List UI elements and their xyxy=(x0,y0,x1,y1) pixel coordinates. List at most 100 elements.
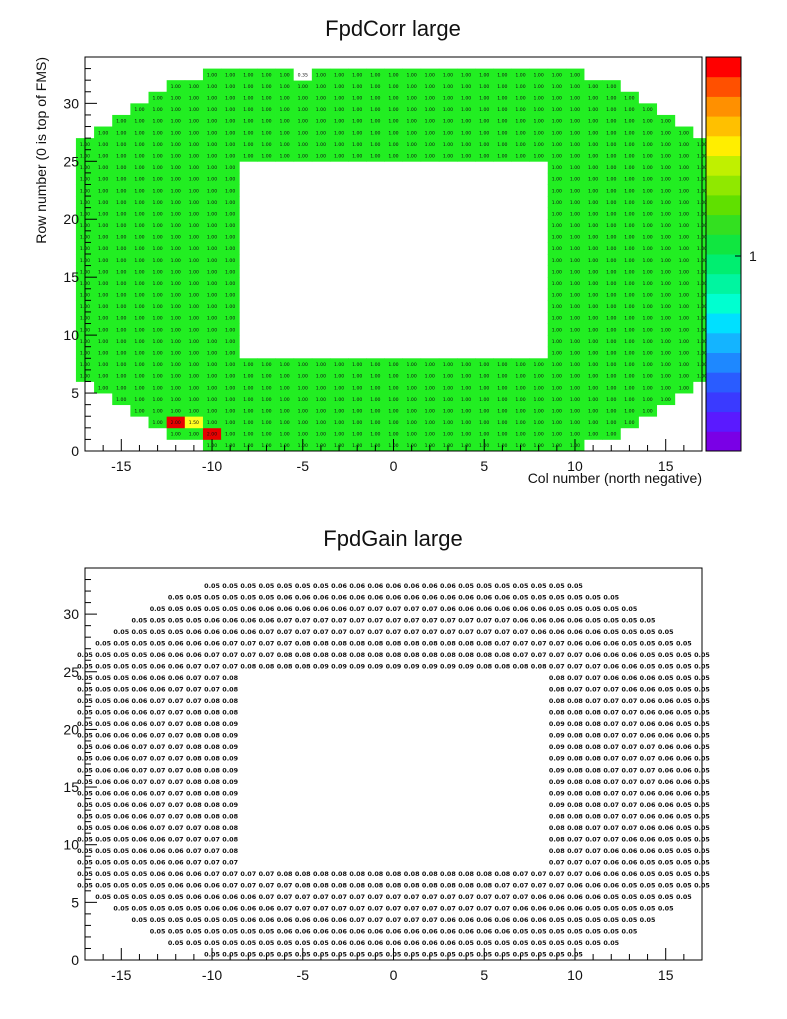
cell-value-label: 1.00 xyxy=(152,235,162,241)
cell-value-label: 0.08 xyxy=(367,639,383,647)
cell-value-label: 1.00 xyxy=(661,223,671,229)
cell-value-label: 0.06 xyxy=(277,916,293,924)
heatmap-cell xyxy=(384,427,403,440)
cell-value-label: 0.06 xyxy=(458,605,474,613)
cell-value-label: 0.06 xyxy=(132,812,148,820)
heatmap-cell xyxy=(674,381,694,394)
cell-value-label: 1.00 xyxy=(116,119,126,125)
cell-value-label: 0.08 xyxy=(549,686,565,694)
heatmap-cell xyxy=(656,323,676,336)
cell-value-label: 0.07 xyxy=(603,709,619,717)
heatmap-cell xyxy=(529,91,549,104)
cell-value-label: 0.05 xyxy=(95,639,111,647)
cell-value-label: 0.06 xyxy=(440,605,456,613)
cell-value-label: 1.00 xyxy=(225,374,235,380)
cell-value-label: 0.06 xyxy=(440,582,456,590)
heatmap-cells: 0.050.050.050.050.050.050.050.050.050.05… xyxy=(77,582,710,959)
cell-value-label: 1.00 xyxy=(261,72,271,78)
heatmap-cell xyxy=(94,172,113,185)
heatmap-cell xyxy=(638,242,658,255)
cell-value-label: 0.05 xyxy=(277,939,293,947)
cell-value-label: 0.07 xyxy=(494,616,510,624)
cell-value-label: 1.00 xyxy=(552,188,562,194)
cell-value-label: 1.00 xyxy=(570,432,580,438)
cell-value-label: 1.00 xyxy=(606,177,616,183)
heatmap-cell xyxy=(221,404,240,417)
heatmap-cell xyxy=(656,265,676,278)
cell-value-label: 0.06 xyxy=(113,743,129,751)
cell-value-label: 1.00 xyxy=(425,96,435,102)
heatmap-cell xyxy=(329,80,349,93)
cell-value-label: 1.00 xyxy=(316,154,326,160)
cell-value-label: 0.07 xyxy=(277,882,293,890)
cell-value-label: 1.00 xyxy=(207,72,217,78)
cell-value-label: 1.00 xyxy=(207,304,217,310)
cell-value-label: 0.06 xyxy=(277,605,293,613)
cell-value-label: 0.05 xyxy=(458,939,474,947)
cell-value-label: 0.08 xyxy=(585,789,601,797)
cell-value-label: 0.08 xyxy=(331,870,347,878)
heatmap-cell xyxy=(221,68,240,81)
heatmap-cell xyxy=(311,114,331,127)
heatmap-cell xyxy=(475,393,494,406)
cell-value-label: 1.00 xyxy=(388,408,398,414)
cell-value-label: 1.00 xyxy=(534,119,544,125)
cell-value-label: 1.00 xyxy=(152,142,162,148)
cell-value-label: 1.00 xyxy=(642,351,652,357)
cell-value-label: 0.09 xyxy=(222,801,238,809)
cell-value-label: 0.06 xyxy=(240,616,256,624)
cell-value-label: 1.00 xyxy=(352,96,362,102)
cell-value-label: 1.00 xyxy=(624,119,634,125)
cell-value-label: 1.00 xyxy=(207,246,217,252)
cell-value-label: 1.00 xyxy=(116,200,126,206)
cell-value-label: 1.00 xyxy=(624,385,634,391)
cell-value-label: 1.00 xyxy=(370,84,380,90)
heatmap-cell xyxy=(457,91,476,104)
cell-value-label: 0.05 xyxy=(240,582,256,590)
heatmap-cell xyxy=(94,126,113,139)
cell-value-label: 1.00 xyxy=(298,374,308,380)
cell-value-label: 0.05 xyxy=(622,628,638,636)
cell-value-label: 0.06 xyxy=(204,616,220,624)
cell-value-label: 1.00 xyxy=(661,316,671,322)
cell-value-label: 0.07 xyxy=(150,789,166,797)
cell-value-label: 0.05 xyxy=(603,616,619,624)
cell-value-label: 0.05 xyxy=(222,916,238,924)
cell-value-label: 1.00 xyxy=(225,269,235,275)
cell-value-label: 0.07 xyxy=(622,778,638,786)
heatmap-cell xyxy=(166,219,186,232)
cell-value-label: 1.00 xyxy=(606,374,616,380)
cell-value-label: 0.07 xyxy=(622,824,638,832)
cell-value-label: 1.00 xyxy=(98,130,108,136)
cell-value-label: 1.00 xyxy=(588,316,598,322)
cell-value-label: 1.00 xyxy=(280,420,290,426)
cell-value-label: 0.07 xyxy=(349,905,365,913)
cell-value-label: 0.05 xyxy=(640,628,656,636)
cell-value-label: 1.00 xyxy=(388,374,398,380)
cell-value-label: 0.05 xyxy=(658,674,674,682)
cell-value-label: 0.05 xyxy=(113,870,129,878)
cell-value-label: 0.06 xyxy=(168,859,184,867)
cell-value-label: 0.05 xyxy=(549,916,565,924)
heatmap-cell xyxy=(620,172,639,185)
cell-value-label: 1.00 xyxy=(98,374,108,380)
heatmap-cell xyxy=(602,277,621,290)
heatmap-cell xyxy=(674,149,694,162)
cell-value-label: 1.00 xyxy=(407,130,417,136)
heatmap-cell xyxy=(112,323,131,336)
cell-value-label: 1.00 xyxy=(243,154,253,160)
heatmap-cell xyxy=(130,103,149,116)
cell-value-label: 1.00 xyxy=(280,154,290,160)
y-tick-label: 10 xyxy=(63,837,79,853)
cell-value-label: 1.00 xyxy=(225,397,235,403)
heatmap-cell xyxy=(184,254,204,266)
heatmap-cell xyxy=(674,161,694,174)
heatmap-cell xyxy=(620,300,639,313)
cell-value-label: 0.07 xyxy=(603,812,619,820)
heatmap-cell xyxy=(620,126,639,139)
heatmap-cell xyxy=(348,91,367,104)
heatmap-cell xyxy=(565,404,585,417)
heatmap-cell xyxy=(293,358,313,371)
heatmap-cell xyxy=(529,138,549,151)
cell-value-label: 1.00 xyxy=(334,408,344,414)
